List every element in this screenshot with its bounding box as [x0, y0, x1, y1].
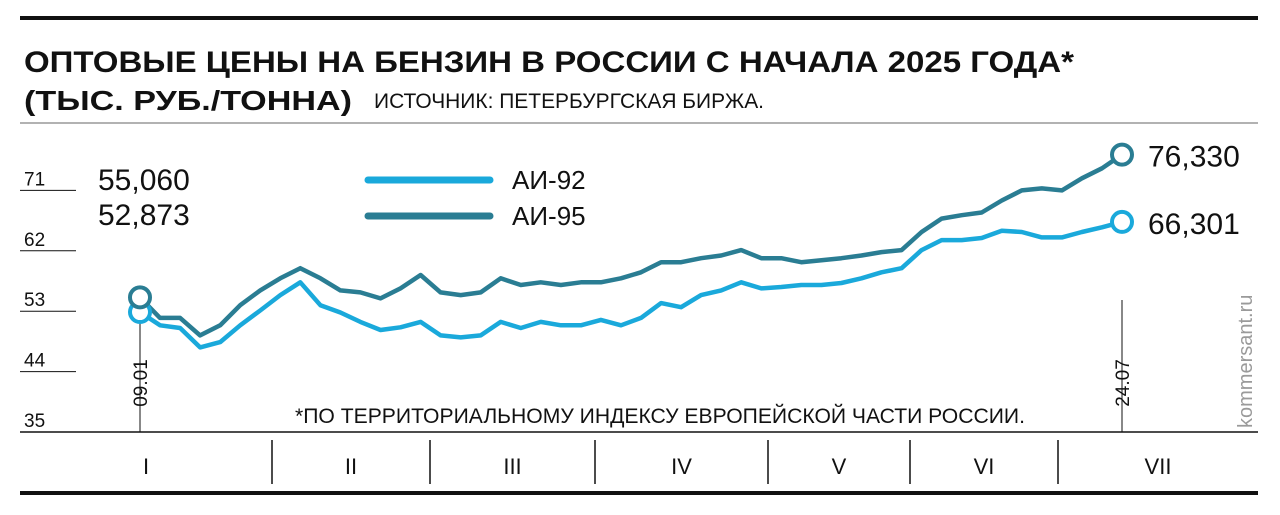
month-label: IV	[671, 454, 692, 479]
end-marker	[128, 285, 152, 310]
series-line	[138, 152, 1124, 338]
month-label: III	[503, 454, 521, 479]
x-tick-label: 24.07	[1113, 359, 1134, 407]
y-tick-label: 44	[24, 351, 46, 372]
month-label: VII	[1145, 454, 1172, 479]
legend-label: АИ-95	[512, 201, 586, 231]
y-tick-label: 35	[24, 411, 45, 432]
month-label: I	[143, 454, 149, 479]
month-label: II	[345, 454, 357, 479]
value-label: 55,060	[98, 164, 190, 197]
bottom-rule	[20, 491, 1258, 495]
y-tick-label: 62	[24, 230, 45, 251]
chart-title: ОПТОВЫЕ ЦЕНЫ НА БЕНЗИН В РОССИИ С НАЧАЛА…	[24, 46, 1074, 79]
value-label: 52,873	[98, 199, 190, 232]
y-tick-label: 71	[24, 169, 45, 190]
top-rule	[20, 16, 1258, 20]
value-label: 66,301	[1148, 208, 1240, 241]
end-marker	[1110, 209, 1134, 234]
footnote: *ПО ТЕРРИТОРИАЛЬНОМУ ИНДЕКСУ ЕВРОПЕЙСКОЙ…	[295, 404, 1025, 428]
chart-subtitle: (ТЫС. РУБ./ТОННА)	[24, 85, 352, 116]
x-tick-label: 09.01	[131, 359, 152, 407]
source: ИСТОЧНИК: ПЕТЕРБУРГСКАЯ БИРЖА.	[374, 90, 764, 113]
value-label: 76,330	[1148, 141, 1240, 174]
series-line	[138, 219, 1123, 350]
month-label: VI	[974, 454, 995, 479]
end-marker	[1110, 142, 1134, 167]
legend-label: АИ-92	[512, 165, 586, 195]
watermark: kommersant.ru	[1235, 295, 1257, 428]
y-tick-label: 53	[24, 290, 45, 311]
month-label: V	[832, 454, 847, 479]
